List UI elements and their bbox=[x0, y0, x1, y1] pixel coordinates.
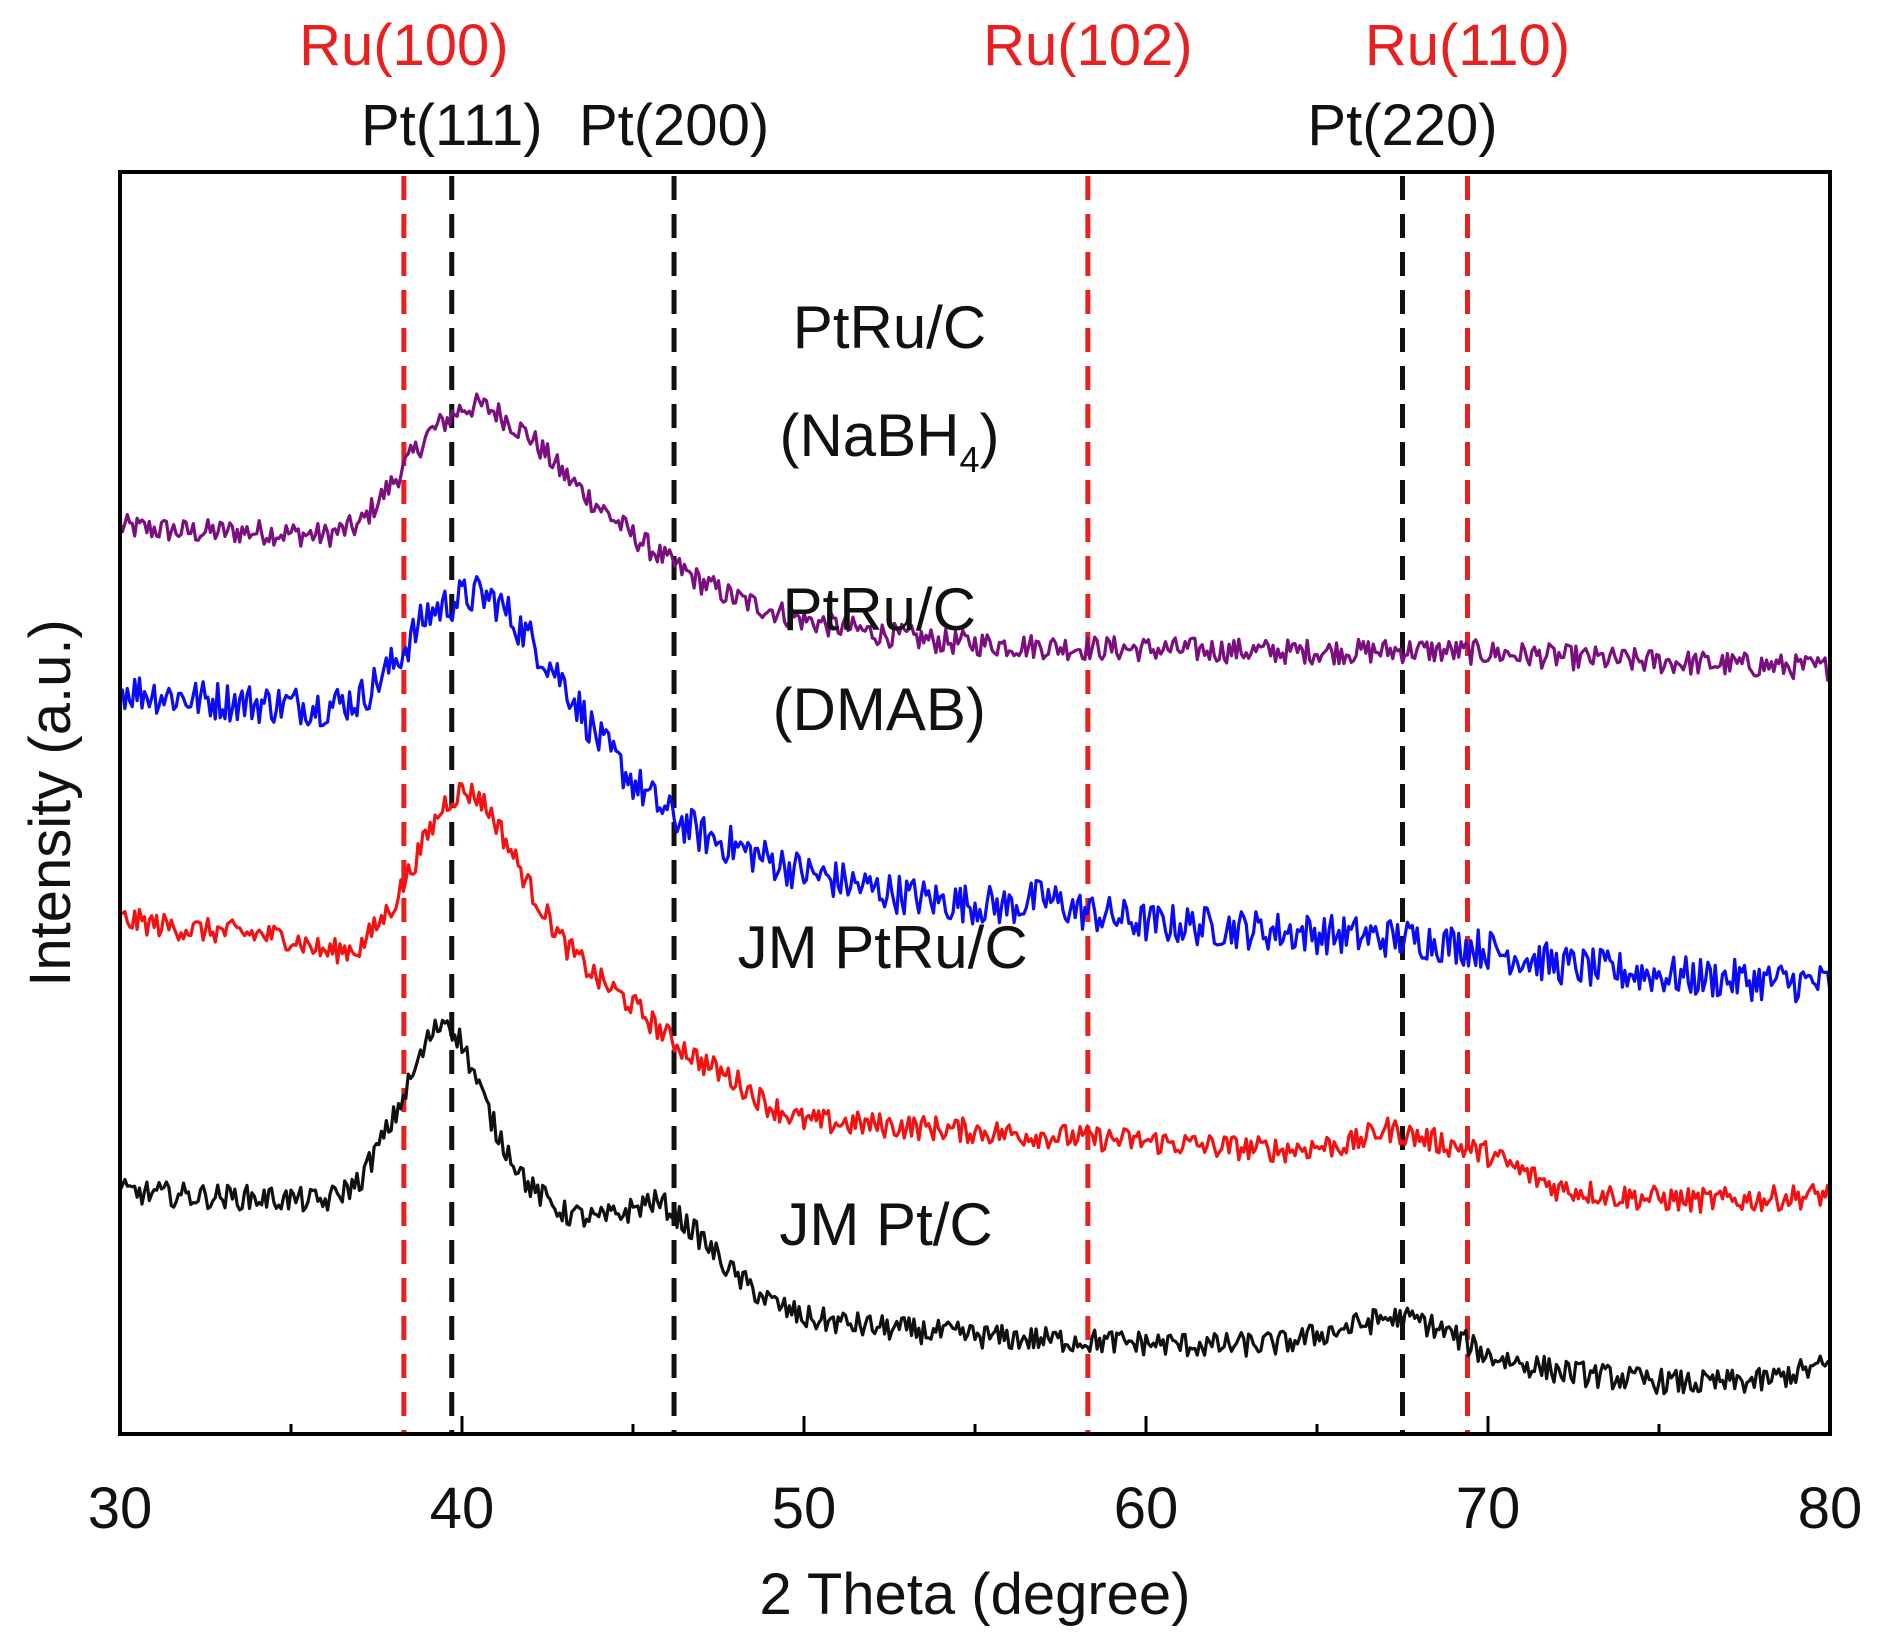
reference-labels: Ru(100) Pt(111) Pt(200) Ru(102) Pt(220) Ru(11… bbox=[299, 13, 1570, 158]
ref-label-ru-100: Ru(100) bbox=[299, 13, 509, 78]
series-label-dmab-line-2: (DMAB) bbox=[773, 676, 986, 743]
series-label-nabh4-main: (NaBH bbox=[779, 402, 959, 469]
y-axis-label: Intensity (a.u.) bbox=[18, 619, 83, 986]
series-label-dmab-line-1: PtRu/C bbox=[783, 576, 976, 643]
series-label-jm-pt-c: JM Pt/C bbox=[779, 1191, 992, 1258]
x-tick-label: 60 bbox=[1114, 1476, 1179, 1541]
ref-label-pt-200: Pt(200) bbox=[579, 93, 769, 158]
series-label-nabh4-close: ) bbox=[980, 402, 1000, 469]
series-label-nabh4-subscript: 4 bbox=[960, 439, 980, 480]
ref-label-pt-111: Pt(111) bbox=[361, 93, 543, 158]
ref-label-pt-220: Pt(220) bbox=[1307, 93, 1497, 158]
series-line-ptru-c-nabh4 bbox=[118, 392, 1831, 683]
series-label-nabh4: (NaBH4) bbox=[779, 402, 999, 480]
series-labels: PtRu/C (NaBH4) PtRu/C (DMAB) JM PtRu/C JM Pt/… bbox=[738, 294, 1028, 1258]
x-tick-label: 50 bbox=[772, 1476, 837, 1541]
series-line-ptru-c-dmab bbox=[119, 575, 1832, 1004]
x-tick-label: 40 bbox=[430, 1476, 495, 1541]
series-label-line-1: PtRu/C bbox=[793, 294, 986, 361]
x-tick-label: 80 bbox=[1798, 1476, 1863, 1541]
x-axis: 30 40 50 60 70 80 bbox=[88, 1416, 1863, 1541]
series-label-jm-ptru-c: JM PtRu/C bbox=[738, 914, 1028, 981]
series-lines bbox=[118, 392, 1832, 1396]
ref-label-ru-102: Ru(102) bbox=[983, 13, 1193, 78]
ref-label-ru-110: Ru(110) bbox=[1365, 13, 1570, 78]
x-tick-label: 70 bbox=[1456, 1476, 1521, 1541]
series-line-jm-pt-c bbox=[118, 1018, 1831, 1396]
reference-lines bbox=[401, 176, 1470, 1432]
series-line-jm-ptru-c bbox=[119, 782, 1832, 1214]
x-axis-label: 2 Theta (degree) bbox=[760, 1562, 1191, 1627]
x-tick-label: 30 bbox=[88, 1476, 153, 1541]
